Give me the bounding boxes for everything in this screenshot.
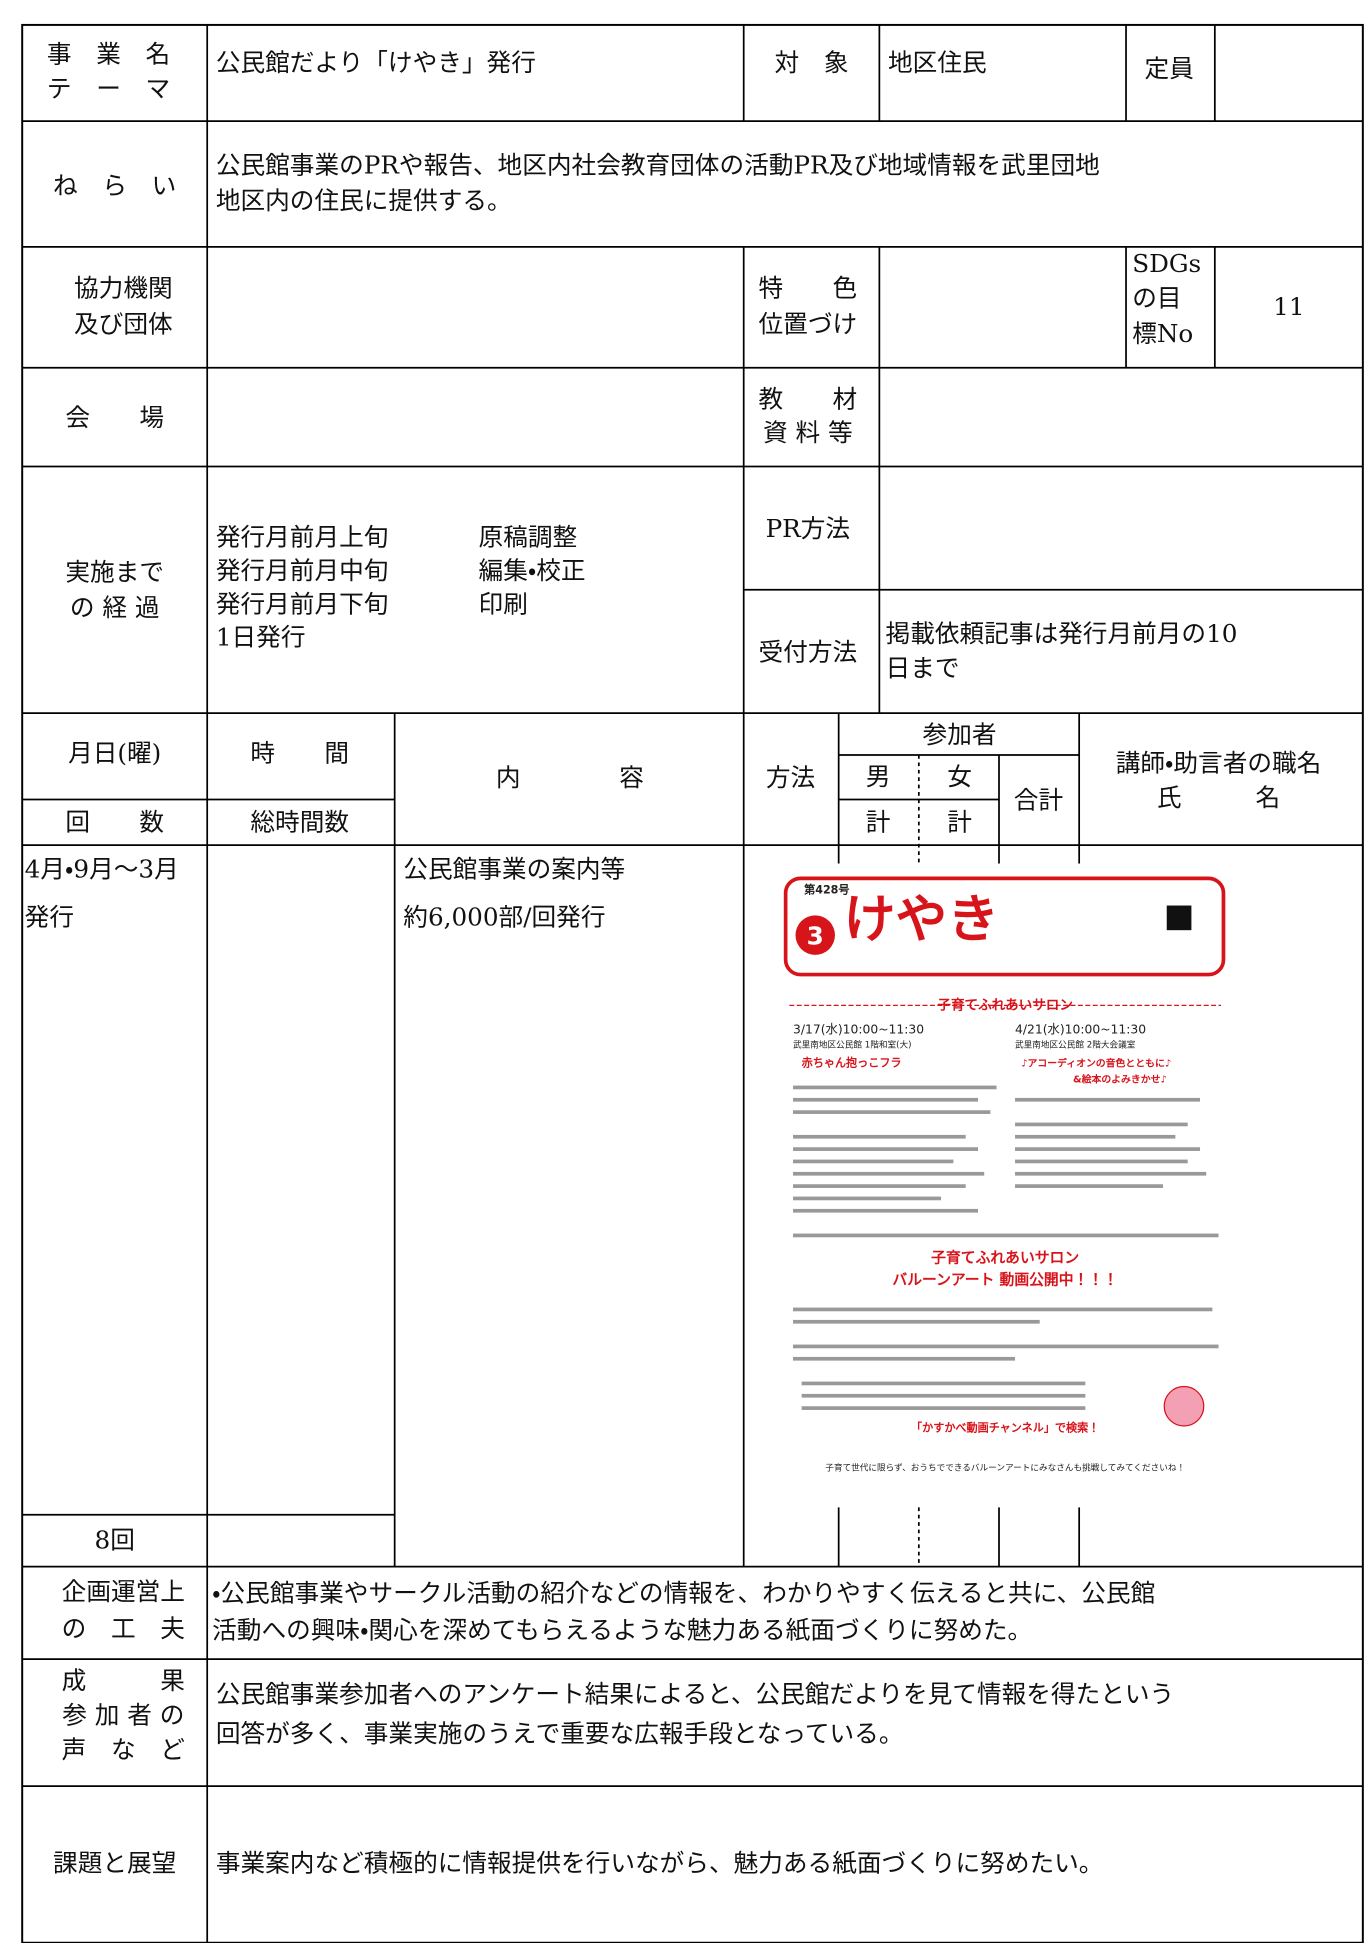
value: 発行: [25, 903, 74, 932]
value: 4月・9月～3月: [25, 854, 179, 883]
heading: 子育てふれあいサロン: [937, 996, 1072, 1013]
label: 課題と展望: [53, 1849, 176, 1878]
header: 方法: [766, 763, 815, 792]
label: テ ー マ: [47, 74, 170, 103]
value: 原稿調整: [479, 523, 578, 552]
label: 参 加 者 の: [62, 1701, 184, 1730]
value: 公民館だより「けやき」発行: [216, 48, 536, 77]
grid-lines: [21, 23, 1364, 1943]
text: 武里南地区公民館 1階和室(大): [793, 1038, 911, 1050]
label: PR方法: [766, 514, 850, 543]
small-print: [793, 1085, 1219, 1410]
label: 成 果: [62, 1666, 185, 1695]
text: ♪アコーディオンの音色とともに♪: [1021, 1056, 1171, 1069]
newsletter-title: けやき: [844, 890, 999, 950]
header: 女: [947, 762, 972, 791]
label: 定員: [1145, 54, 1194, 83]
value: 事業案内など積極的に情報提供を行いながら、魅力ある紙面づくりに努めたい。: [216, 1849, 1104, 1878]
label: 標No: [1132, 319, 1193, 348]
value: 公民館事業の案内等: [403, 854, 625, 883]
header: 総時間数: [250, 808, 349, 837]
value: 公民館事業参加者へのアンケート結果によると、公民館だよりを見て情報を得たという: [216, 1680, 1174, 1709]
label: 教 材: [759, 385, 858, 414]
header: 氏 名: [1157, 783, 1280, 812]
header: 計: [866, 808, 891, 837]
value: 活動への興味・関心を深めてもらえるような魅力ある紙面づくりに努めた。: [212, 1615, 1032, 1644]
value: 1日発行: [216, 623, 306, 652]
label: の目: [1132, 283, 1181, 312]
heading: バルーンアート 動画公開中！！！: [892, 1270, 1117, 1288]
label: 実施まで: [65, 557, 164, 586]
label: の 工 夫: [62, 1614, 185, 1643]
label: 受付方法: [759, 637, 858, 666]
label: 及び団体: [74, 309, 173, 338]
value: ・公民館事業やサークル活動の紹介などの情報を、わかりやすく伝えると共に、公民館: [212, 1578, 1155, 1607]
text: 4/21(水)10:00~11:30: [1015, 1023, 1146, 1037]
value: 発行月前月中旬: [216, 556, 389, 585]
value: 8回: [95, 1525, 135, 1554]
text: 武里南地区公民館 2階大会議室: [1015, 1038, 1136, 1050]
label: SDGs: [1132, 249, 1201, 278]
header: 回 数: [65, 808, 164, 837]
value: 地区内の住民に提供する。: [216, 186, 512, 215]
header: 内 容: [496, 763, 644, 792]
label: の 経 過: [70, 593, 160, 622]
text: 赤ちゃん抱っこフラ: [801, 1055, 902, 1069]
label: 事 業 名: [47, 39, 170, 68]
label: 会 場: [65, 403, 164, 432]
label: 対 象: [775, 48, 849, 77]
value: 11: [1273, 292, 1304, 321]
value: 編集・校正: [479, 556, 586, 585]
value: 公民館事業のPRや報告、地区内社会教育団体の活動PR及び地域情報を武里団地: [216, 150, 1100, 179]
label: 声 な ど: [62, 1735, 185, 1764]
header: 参加者: [923, 720, 997, 749]
text: 「かすかべ動画チャンネル」で検索！: [911, 1420, 1099, 1434]
text: &絵本のよみきかせ♪: [1073, 1072, 1167, 1085]
issue: 第428号: [804, 883, 849, 897]
value: 発行月前月下旬: [216, 589, 389, 618]
heading: 子育てふれあいサロン: [931, 1248, 1079, 1266]
value: 掲載依頼記事は発行月前月の10: [886, 619, 1238, 648]
header: 合計: [1014, 785, 1063, 814]
label: 特 色: [759, 274, 858, 303]
header: 時 間: [250, 739, 349, 768]
header: 講師・助言者の職名: [1116, 748, 1322, 777]
text: 子育て世代に限らず、おうちでできるバルーンアートにみなさんも挑戦してみてください…: [825, 1461, 1185, 1473]
header: 計: [947, 808, 972, 837]
value: 約6,000部/回発行: [403, 903, 605, 932]
value: 回答が多く、事業実施のうえで重要な広報手段となっている。: [216, 1719, 904, 1748]
label: 企画運営上: [62, 1577, 185, 1606]
newsletter-image: 3 第428号 けやき 子育てふれあいサロン 3/17(水)10:00~11:3…: [758, 863, 1240, 1499]
value: 印刷: [479, 589, 528, 618]
header: 月日(曜): [68, 739, 161, 768]
issue-number: 3: [807, 922, 824, 951]
label: 資 料 等: [763, 418, 853, 447]
label: 位置づけ: [759, 309, 858, 338]
label: ね ら い: [53, 171, 176, 200]
value: 地区住民: [888, 48, 987, 77]
text: 3/17(水)10:00~11:30: [793, 1023, 924, 1037]
header: 男: [866, 762, 891, 791]
label: 協力機関: [74, 274, 173, 303]
value: 発行月前月上旬: [216, 523, 389, 552]
value: 日まで: [886, 653, 960, 682]
